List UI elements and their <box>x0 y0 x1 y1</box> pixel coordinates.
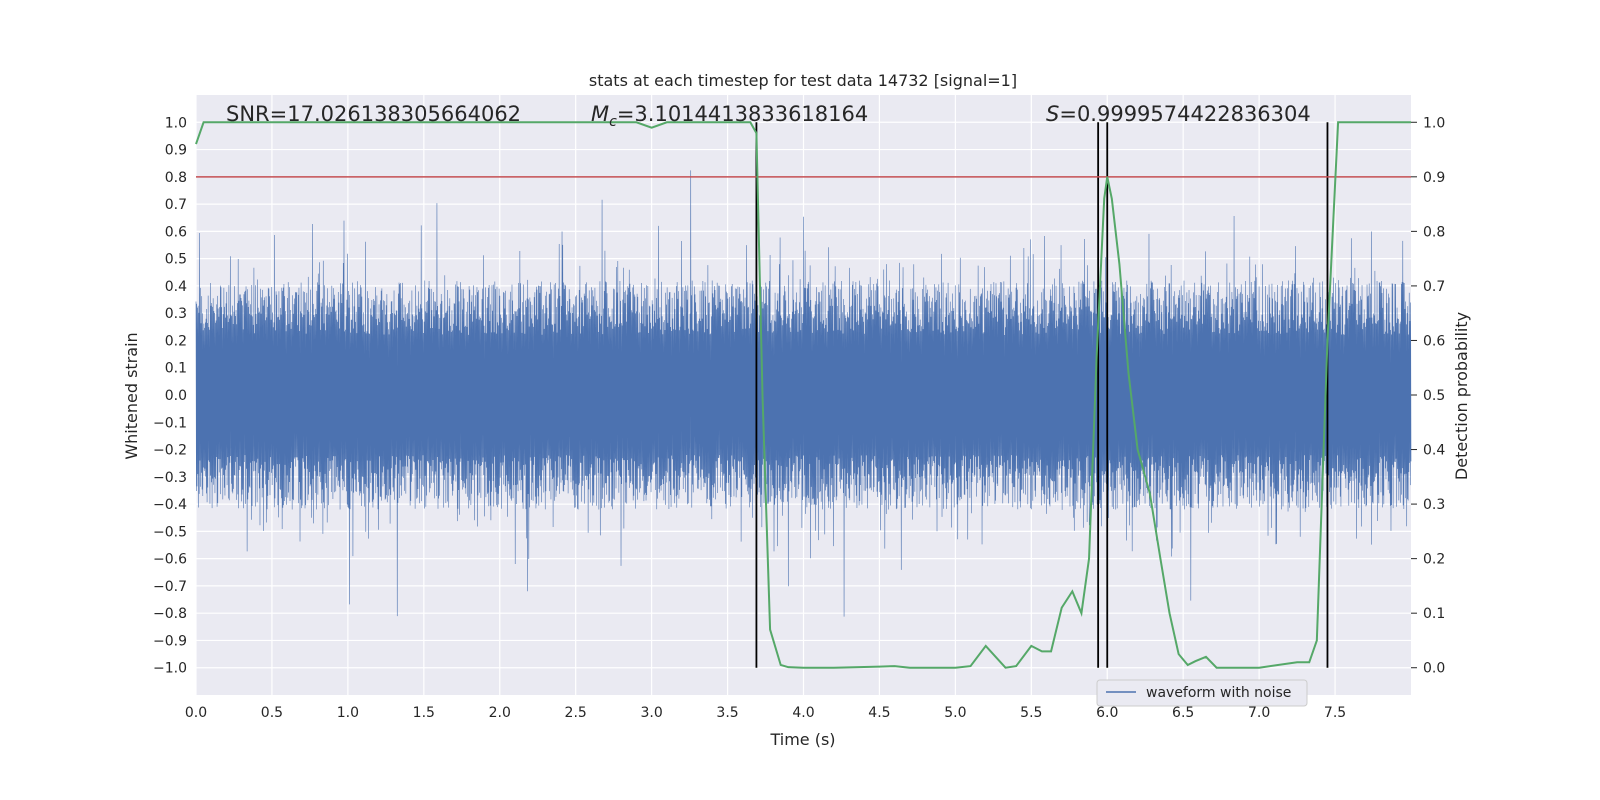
y-tick-label: 0.1 <box>165 361 187 377</box>
y-tick-label: −0.3 <box>153 470 187 486</box>
y-tick-label: −0.8 <box>153 606 187 622</box>
y-tick-label: 0.3 <box>165 306 187 322</box>
x-tick-label: 3.0 <box>640 705 662 721</box>
x-tick-label: 7.5 <box>1324 705 1346 721</box>
y-tick-label: 0.6 <box>165 224 187 240</box>
right-y-tick-label: 0.0 <box>1423 661 1445 677</box>
plot-area <box>195 95 1412 695</box>
x-tick-label: 7.0 <box>1248 705 1270 721</box>
right-y-axis-label: Detection probability <box>1452 312 1471 480</box>
x-tick-label: 3.5 <box>716 705 738 721</box>
right-y-tick-label: 0.9 <box>1423 170 1445 186</box>
right-y-tick-label: 0.1 <box>1423 606 1445 622</box>
x-axis-label: Time (s) <box>769 730 835 749</box>
score-value: =0.9999574422836304 <box>1059 102 1310 126</box>
y-tick-label: 0.5 <box>165 252 187 268</box>
right-y-tick-labels: 1.0 0.9 0.8 0.7 0.6 0.5 0.4 0.3 0.2 0.1 0.0 <box>1411 115 1445 677</box>
score-symbol: S <box>1046 102 1059 126</box>
chirp-mass-subscript: c <box>609 114 617 130</box>
chart-title: stats at each timestep for test data 147… <box>589 71 1017 90</box>
waveform-series <box>195 170 1412 617</box>
y-tick-label: −0.9 <box>153 633 187 649</box>
chirp-mass-symbol: M <box>591 102 609 126</box>
y-tick-label: 0.7 <box>165 197 187 213</box>
vertical-markers <box>755 122 1329 668</box>
score-annotation: S=0.9999574422836304 <box>1046 102 1311 126</box>
x-tick-labels: 0.0 0.5 1.0 1.5 2.0 2.5 3.0 3.5 4.0 4.5 5.0 5.5 6.0 6… <box>185 705 1346 721</box>
x-tick-label: 0.5 <box>261 705 283 721</box>
y-axis-label: Whitened strain <box>122 332 141 459</box>
legend-box <box>1096 679 1308 707</box>
y-tick-labels: 1.0 0.9 0.8 0.7 0.6 0.5 0.4 0.3 0.2 0.1 0.0 −0.1 −0.… <box>153 115 187 676</box>
y-tick-label: 0.9 <box>165 143 187 159</box>
x-tick-label: 2.0 <box>489 705 511 721</box>
y-tick-label: 1.0 <box>165 115 187 131</box>
right-y-tick-label: 0.4 <box>1423 443 1445 459</box>
right-y-tick-label: 0.8 <box>1423 224 1445 240</box>
x-tick-label: 4.5 <box>868 705 890 721</box>
legend-label: waveform with noise <box>1146 685 1291 701</box>
detection-probability-series <box>195 121 1411 669</box>
y-tick-label: −0.1 <box>153 415 187 431</box>
y-tick-label: −1.0 <box>153 661 187 677</box>
chirp-mass-annotation: Mc=3.1014413833618164 <box>591 102 868 130</box>
y-tick-label: −0.6 <box>153 552 187 568</box>
y-tick-label: 0.4 <box>165 279 187 295</box>
y-tick-label: −0.4 <box>153 497 187 513</box>
y-tick-label: −0.5 <box>153 524 187 540</box>
y-tick-label: −0.2 <box>153 443 187 459</box>
x-tick-label: 2.5 <box>565 705 587 721</box>
x-tick-label: 1.5 <box>413 705 435 721</box>
x-tick-label: 4.0 <box>792 705 814 721</box>
y-tick-label: 0.8 <box>165 170 187 186</box>
x-tick-label: 5.0 <box>944 705 966 721</box>
snr-annotation: SNR=17.026138305664062 <box>226 102 521 126</box>
x-tick-label: 0.0 <box>185 705 207 721</box>
x-tick-label: 1.0 <box>337 705 359 721</box>
chirp-mass-value: =3.1014413833618164 <box>617 102 868 126</box>
right-y-tick-label: 0.6 <box>1423 333 1445 349</box>
right-y-tick-label: 1.0 <box>1423 115 1445 131</box>
x-tick-label: 6.5 <box>1172 705 1194 721</box>
right-y-tick-label: 0.2 <box>1423 552 1445 568</box>
right-y-tick-label: 0.5 <box>1423 388 1445 404</box>
y-tick-label: 0.2 <box>165 333 187 349</box>
y-tick-label: 0.0 <box>165 388 187 404</box>
x-tick-label: 6.0 <box>1096 705 1118 721</box>
x-tick-label: 5.5 <box>1020 705 1042 721</box>
legend: waveform with noise <box>1096 679 1308 707</box>
y-tick-label: −0.7 <box>153 579 187 595</box>
right-y-tick-label: 0.3 <box>1423 497 1445 513</box>
right-y-tick-label: 0.7 <box>1423 279 1445 295</box>
